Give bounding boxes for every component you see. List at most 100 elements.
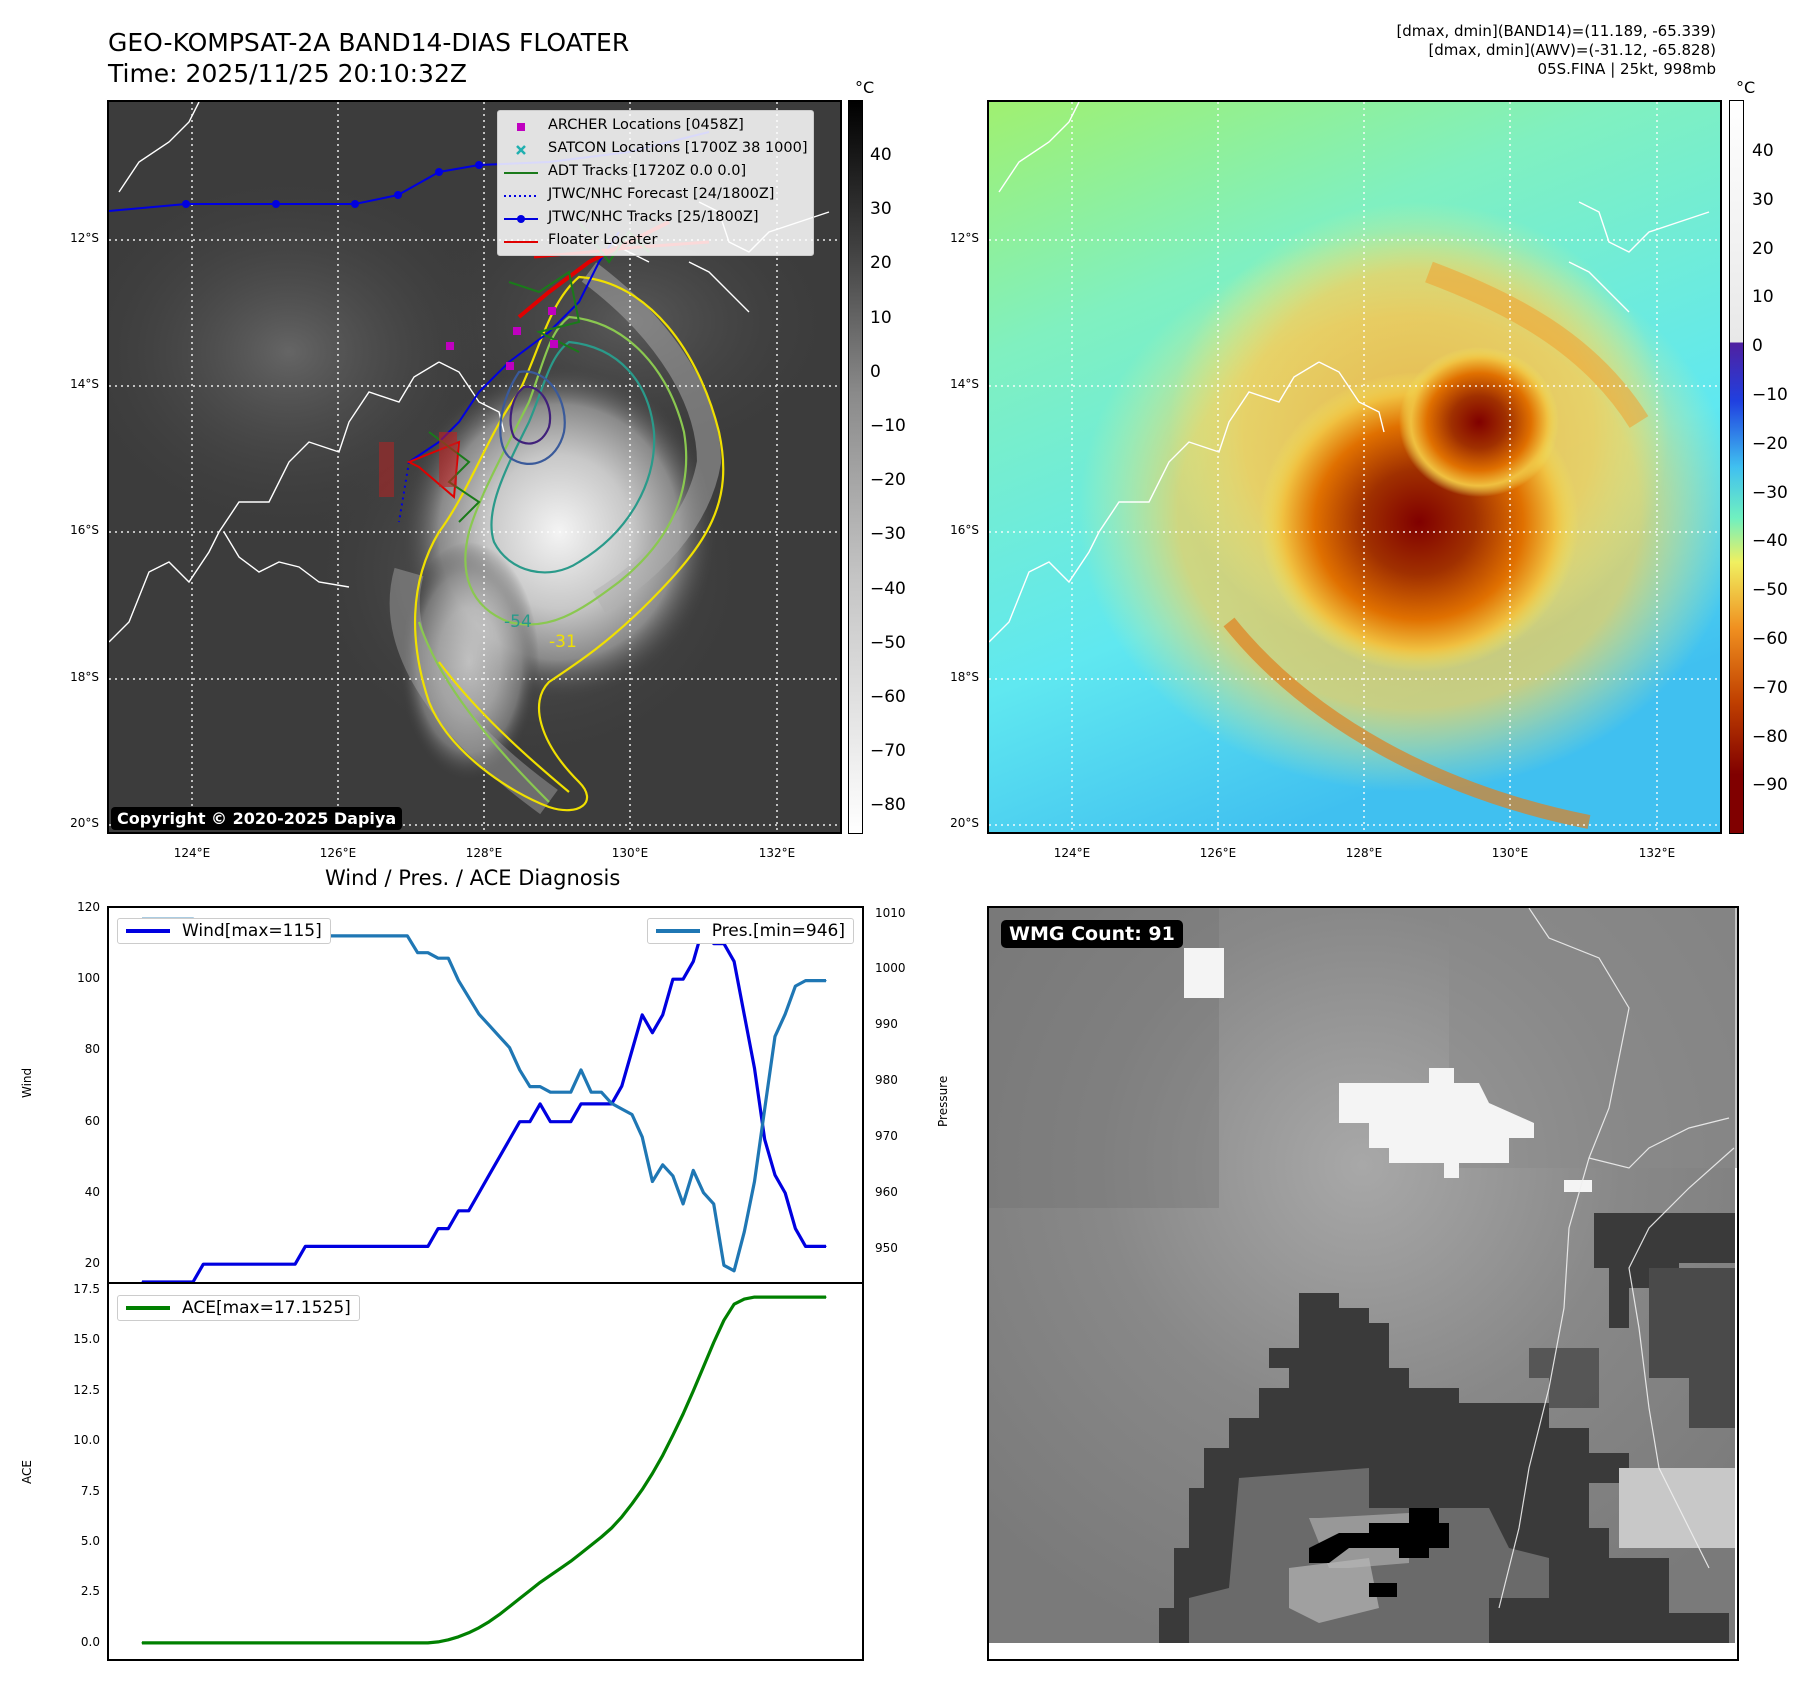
ace-line-point (702, 1366, 705, 1368)
colorbar-tick-label: −80 (1752, 726, 1788, 747)
ace-line-point (692, 1390, 694, 1392)
ace-line-point (723, 1319, 725, 1321)
legend-label: JTWC/NHC Forecast [24/1800Z] (548, 186, 775, 202)
ace-line-point (733, 1303, 735, 1305)
pressure-line-point (386, 935, 388, 937)
pressure-line-point (335, 935, 337, 937)
colorbar-tick-label: 0 (870, 361, 881, 382)
colorbar-tick-label: −10 (870, 416, 906, 436)
legend-label: ADT Tracks [1720Z 0.0 0.0] (548, 163, 747, 179)
colorbar-tick-label: 30 (870, 199, 892, 220)
ace-line-point (580, 1552, 582, 1554)
left-colorbar (848, 100, 863, 834)
ace-line-point (202, 1642, 204, 1644)
contour-label-31: -31 (549, 632, 577, 652)
wind-line-point (366, 1245, 368, 1247)
pressure-tick-label: 970 (875, 1128, 898, 1143)
colorbar-tick-label: −50 (1752, 580, 1788, 601)
legend-label: JTWC/NHC Tracks [25/1800Z] (548, 209, 759, 225)
ace-line-point (212, 1642, 215, 1644)
ace-line-point (192, 1642, 194, 1644)
ace-line-point (631, 1503, 633, 1505)
wind-line-point (263, 1263, 266, 1265)
ace-line-point (417, 1642, 419, 1644)
pressure-line-point (447, 957, 449, 959)
pressure-legend-label: Pres.[min=946] (711, 921, 845, 941)
ace-line-point (805, 1296, 807, 1298)
ace-tick-label: 17.5 (73, 1282, 100, 1297)
pressure-line-point (805, 980, 807, 982)
ace-line-point (549, 1574, 551, 1576)
pressure-line-point (468, 996, 470, 998)
ace-line-point (233, 1642, 235, 1644)
longitude-label: 124°E (173, 846, 211, 860)
ace-axis-label: ACE (20, 1460, 34, 1484)
pressure-line-point (345, 935, 347, 937)
ace-line-point (437, 1641, 439, 1643)
legend-item: SATCON Locations [1700Z 38 1000] (504, 137, 807, 160)
pressure-legend-swatch (655, 929, 700, 933)
colorbar-tick-label: −70 (1752, 677, 1788, 698)
colorbar-tick-label: −20 (870, 470, 906, 491)
wind-line-point (304, 1245, 306, 1247)
pressure-line-point (529, 1086, 531, 1088)
wind-line-point (753, 1067, 756, 1069)
ace-line-point (366, 1642, 368, 1644)
wind-line-point (600, 1103, 602, 1105)
pressure-tick-label: 1010 (875, 905, 906, 920)
latitude-label: 18°S (70, 670, 99, 684)
colorbar-tick-label: −50 (870, 632, 906, 653)
ace-line-point (621, 1516, 623, 1518)
wind-line-point (212, 1263, 215, 1265)
latitude-label: 20°S (950, 816, 979, 830)
pressure-line-point (672, 1175, 674, 1177)
wind-line-point (774, 1174, 776, 1176)
pressure-line-point (641, 1136, 643, 1138)
right-colorbar (1729, 100, 1744, 834)
right-colorbar-unit: °C (1736, 78, 1756, 97)
ace-line-point (539, 1581, 541, 1583)
ace-line-point (376, 1642, 378, 1644)
wind-line-point (457, 1210, 460, 1212)
ace-line-point (243, 1642, 245, 1644)
longitude-label: 124°E (1053, 846, 1091, 860)
colorbar-tick-label: 10 (1752, 287, 1774, 308)
wmg-panel: WMG Count: 91 (987, 906, 1739, 1661)
ace-tick-label: 0.0 (80, 1634, 100, 1649)
colorbar-tick-label: −60 (870, 687, 906, 707)
wind-line-point (284, 1263, 286, 1265)
pressure-line-point (488, 1024, 490, 1026)
wmg-count-badge: WMG Count: 91 (1001, 920, 1183, 948)
pressure-tick-label: 980 (875, 1073, 898, 1088)
pressure-line-point (733, 1270, 735, 1272)
pressure-line-point (396, 935, 398, 937)
wind-line-point (355, 1245, 357, 1247)
ace-line-point (682, 1413, 684, 1415)
ace-line-point (774, 1296, 776, 1298)
wind-line-point (662, 1014, 664, 1016)
wind-line-point (621, 1085, 623, 1087)
ace-legend-swatch (126, 1306, 170, 1310)
wind-line-point (815, 1245, 817, 1247)
pressure-line-point (702, 1192, 705, 1194)
title-line-1: GEO-KOMPSAT-2A BAND14-DIAS FLOATER (108, 28, 630, 57)
pressure-legend: Pres.[min=946] (646, 918, 854, 944)
longitude-label: 128°E (465, 846, 503, 860)
ace-line-point (161, 1642, 163, 1644)
wind-tick-label: 120 (77, 900, 100, 914)
left-colorbar-unit: °C (855, 78, 875, 97)
ace-line-point (345, 1642, 347, 1644)
wind-line-point (631, 1049, 633, 1052)
ace-line-point (651, 1472, 654, 1475)
pressure-line-point (519, 1069, 521, 1071)
pressure-line-point (508, 1047, 511, 1049)
wind-tick-label: 20 (84, 1256, 100, 1271)
ace-legend-label: ACE[max=17.1525] (182, 1298, 351, 1318)
colorbar-tick-label: −80 (870, 795, 906, 816)
pressure-line-point (437, 957, 439, 959)
wind-line-point (672, 978, 674, 980)
ace-line-point (570, 1560, 572, 1562)
legend-item: ARCHER Locations [0458Z] (504, 114, 807, 137)
wind-line-point (488, 1174, 490, 1176)
wind-line-point (417, 1245, 419, 1247)
